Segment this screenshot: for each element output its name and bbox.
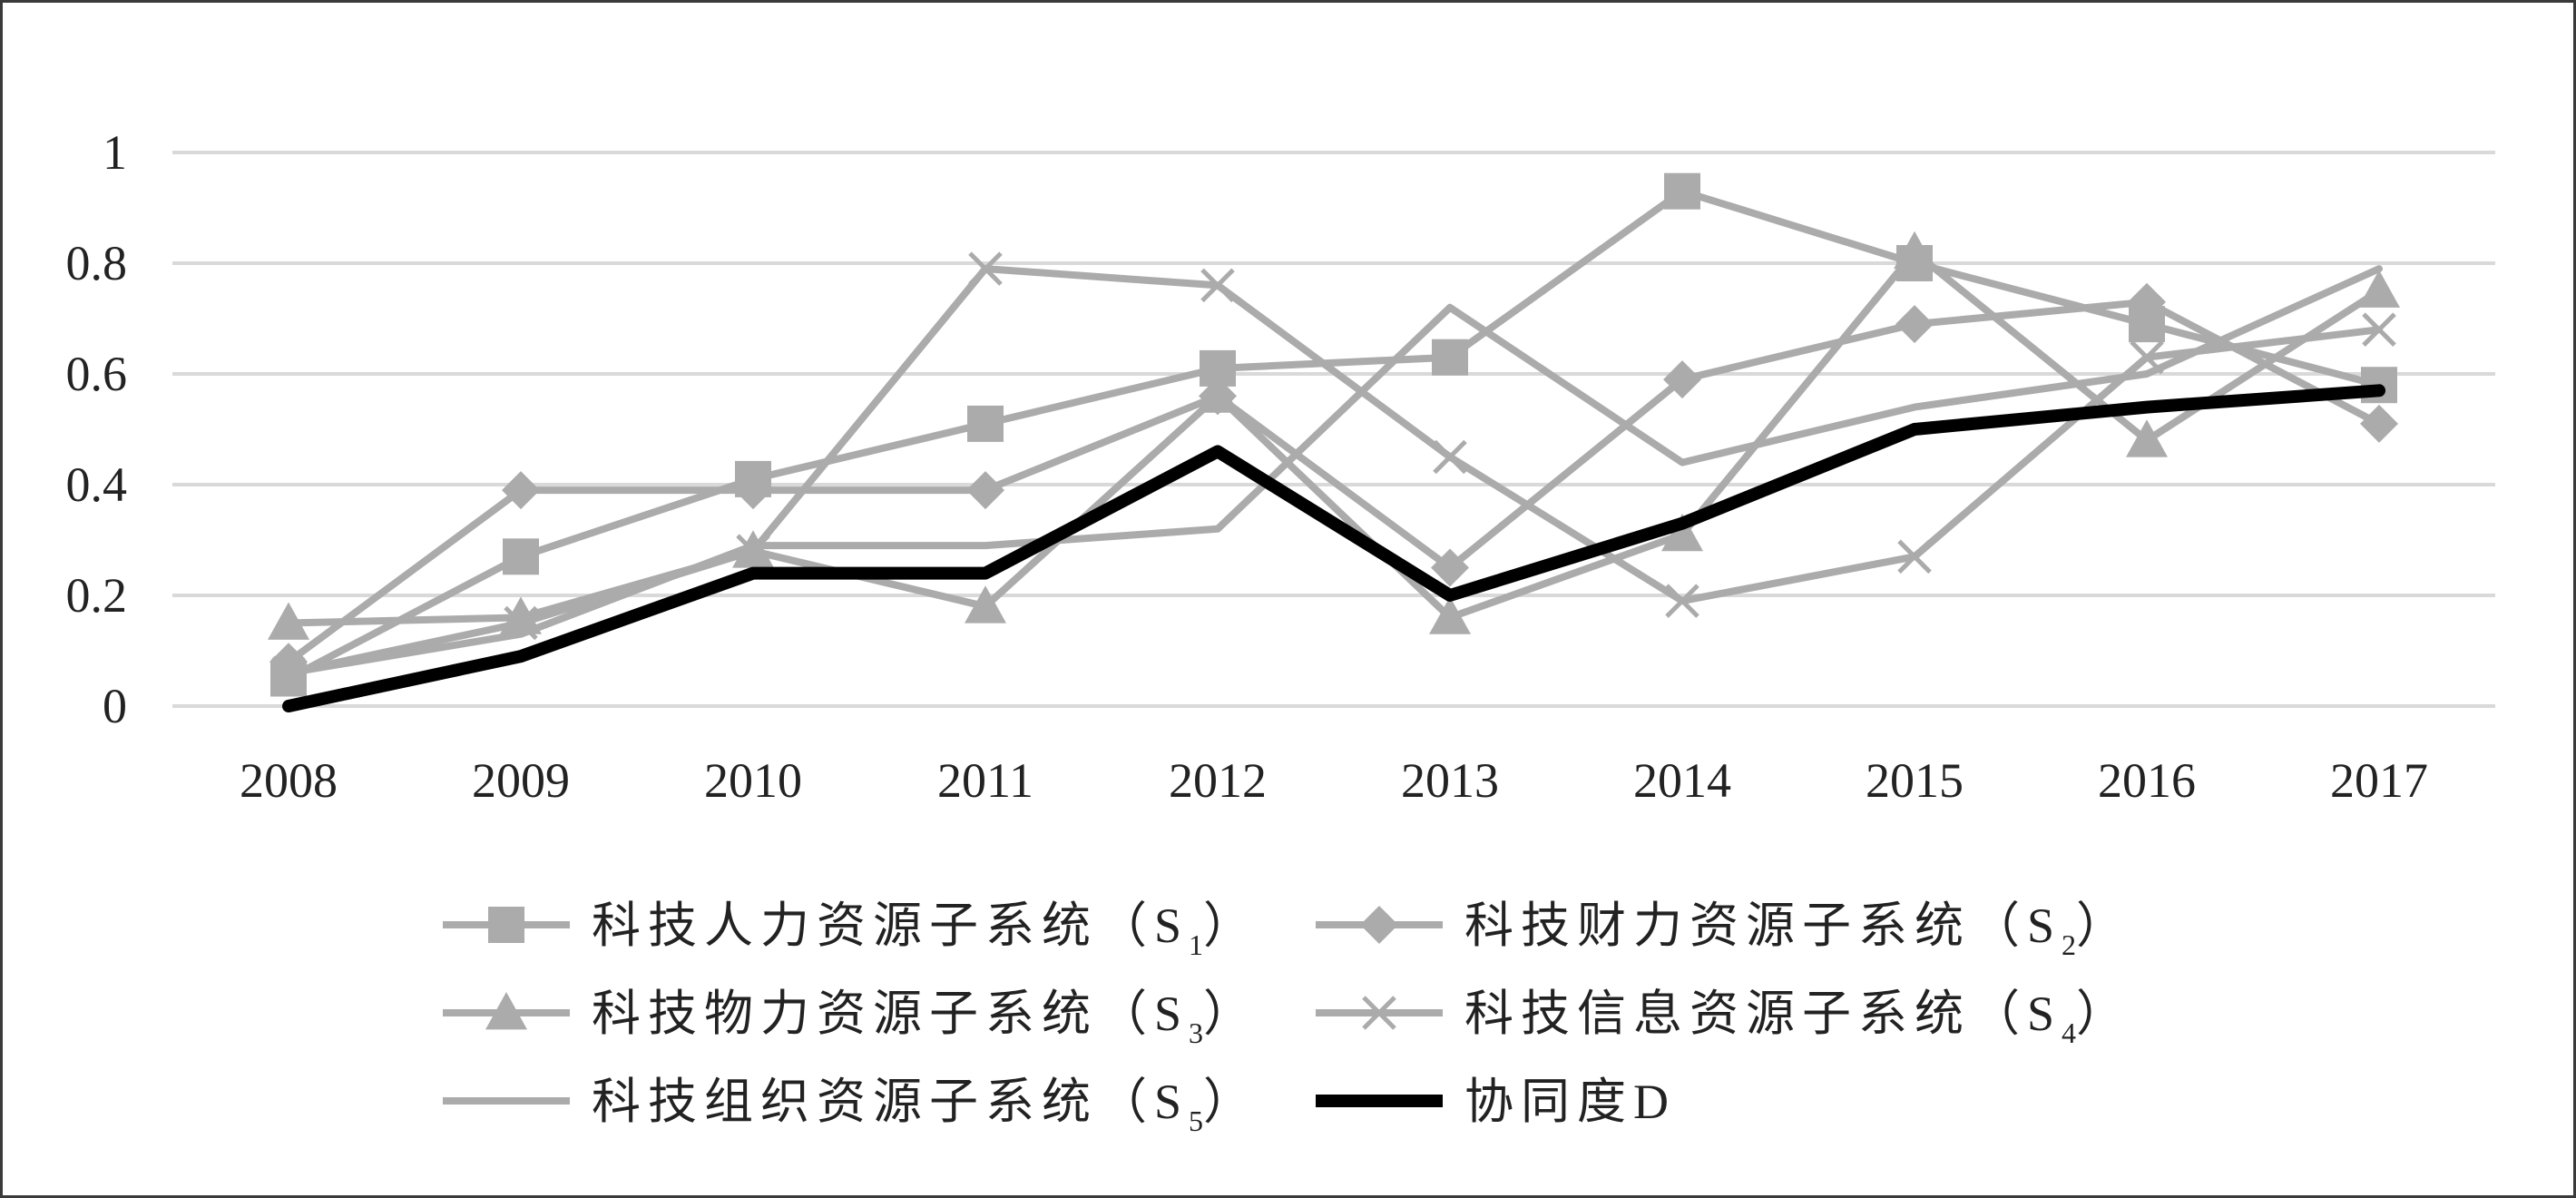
legend-item: 科技信息资源子系统（S4） <box>1316 987 2132 1049</box>
series-1 <box>270 172 2397 697</box>
data-point-x <box>2362 312 2396 347</box>
legend-label: 协同度D <box>1464 1075 1676 1129</box>
y-tick-label: 0.8 <box>66 236 128 290</box>
legend-item: 科技物力资源子系统（S3） <box>443 987 1259 1049</box>
legend: 科技人力资源子系统（S1） 科技财力资源子系统（S2）科技物力资源子系统（S3）科… <box>443 898 2132 1137</box>
legend-label-close: ） <box>1203 898 1259 953</box>
x-tick-label: 2012 <box>1169 753 1267 808</box>
data-point-triangle <box>1661 513 1703 552</box>
data-point-square <box>967 405 1004 442</box>
legend-item: 科技财力资源子系统（S2） <box>1316 898 2132 961</box>
legend-item: 科技组织资源子系统（S5） <box>443 1075 1259 1137</box>
legend-label: 科技信息资源子系统（S4） <box>1464 987 2132 1049</box>
x-tick-label: 2009 <box>472 753 570 808</box>
legend-label-main: 科技组织资源子系统（S <box>592 1075 1189 1129</box>
data-point-x <box>1362 996 1396 1030</box>
x-tick-label: 2008 <box>240 753 338 808</box>
data-point-triangle <box>268 602 309 640</box>
data-point-diamond <box>1663 360 1701 399</box>
series-4 <box>271 251 2396 691</box>
y-tick-label: 0.2 <box>66 568 128 623</box>
legend-label-close: ） <box>2076 898 2132 953</box>
data-point-square <box>1432 339 1468 376</box>
data-point-x <box>1897 539 1932 574</box>
data-point-diamond <box>966 471 1004 510</box>
y-tick-label: 0.4 <box>66 457 128 512</box>
legend-label: 科技组织资源子系统（S5） <box>592 1075 1259 1137</box>
data-point-square <box>503 538 539 575</box>
x-tick-label: 2013 <box>1401 753 1499 808</box>
data-point-square <box>488 907 524 943</box>
data-point-diamond <box>502 471 540 510</box>
data-point-diamond <box>734 471 772 510</box>
data-point-diamond <box>2128 282 2166 321</box>
data-point-triangle <box>2358 270 2400 308</box>
series-line <box>285 265 2383 677</box>
series-group <box>268 172 2400 712</box>
series-line <box>285 187 2383 682</box>
legend-label-close: ） <box>1203 987 1259 1041</box>
series-6 <box>282 384 2385 712</box>
gridlines <box>172 151 2495 708</box>
legend-label: 科技人力资源子系统（S1） <box>592 898 1259 961</box>
series-5 <box>285 265 2383 677</box>
legend-label-main: 科技人力资源子系统（S <box>592 898 1189 953</box>
legend-item: 科技人力资源子系统（S1） <box>443 898 1259 961</box>
data-point-triangle <box>2126 419 2168 457</box>
data-point-x <box>1665 584 1699 618</box>
legend-label-subscript: 1 <box>1189 928 1203 961</box>
x-tick-label: 2017 <box>2330 753 2428 808</box>
data-point-diamond <box>2360 404 2398 443</box>
data-point-triangle <box>965 585 1006 624</box>
data-point-diamond <box>1360 906 1398 944</box>
legend-label: 科技财力资源子系统（S2） <box>1464 898 2132 961</box>
data-point-triangle <box>1894 231 1935 270</box>
y-tick-label: 1 <box>103 125 127 180</box>
legend-label-main: 科技财力资源子系统（S <box>1464 898 2062 953</box>
data-point-triangle <box>485 992 527 1030</box>
legend-label-main: 协同度D <box>1464 1075 1676 1129</box>
data-point-x <box>1200 268 1235 303</box>
legend-label-close: ） <box>2076 987 2132 1041</box>
legend-label-subscript: 3 <box>1189 1016 1203 1049</box>
series-line <box>285 265 2383 677</box>
data-point-x <box>1433 439 1467 475</box>
x-tick-label: 2010 <box>704 753 802 808</box>
legend-label: 科技物力资源子系统（S3） <box>592 987 1259 1049</box>
y-axis-ticks: 0 0.2 0.4 0.6 0.8 1 <box>66 125 128 733</box>
data-point-triangle <box>1429 596 1471 634</box>
data-point-diamond <box>1895 305 1934 344</box>
x-tick-label: 2015 <box>1866 753 1964 808</box>
data-point-triangle <box>1197 375 1239 413</box>
legend-label-subscript: 5 <box>1189 1105 1203 1137</box>
y-tick-label: 0.6 <box>66 347 128 401</box>
series-line <box>285 298 2383 666</box>
series-3 <box>268 231 2400 640</box>
x-tick-label: 2016 <box>2098 753 2196 808</box>
legend-item: 协同度D <box>1316 1075 1676 1129</box>
legend-label-main: 科技信息资源子系统（S <box>1464 987 2062 1041</box>
data-point-square <box>1664 172 1700 210</box>
data-point-x <box>968 251 1003 286</box>
legend-label-close: ） <box>1203 1075 1259 1129</box>
x-tick-label: 2014 <box>1633 753 1731 808</box>
legend-label-main: 科技物力资源子系统（S <box>592 987 1189 1041</box>
series-2 <box>269 282 2398 682</box>
x-tick-label: 2011 <box>937 753 1033 808</box>
data-point-x <box>736 534 770 568</box>
legend-label-subscript: 2 <box>2062 928 2076 961</box>
data-point-diamond <box>1431 548 1469 587</box>
legend-label-subscript: 4 <box>2062 1016 2076 1049</box>
y-tick-label: 0 <box>103 679 127 733</box>
series-line <box>282 384 2385 712</box>
x-axis-ticks: 2008 2009 2010 2011 2012 2013 2014 2015 2016 2017 <box>240 753 2428 808</box>
